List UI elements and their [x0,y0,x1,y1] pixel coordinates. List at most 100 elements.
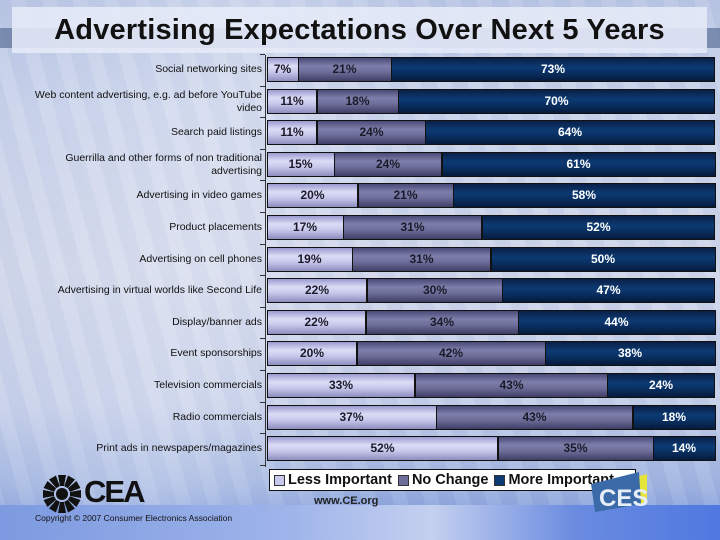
data-label: 42% [438,346,464,360]
bar-segment-more-important [633,405,716,430]
data-label: 64% [557,125,583,139]
y-axis-tick [260,180,265,181]
legend-item-no-change: No Change [397,472,489,488]
data-label: 14% [671,441,697,455]
category-label: Print ads in newspapers/magazines [96,442,262,454]
website-link[interactable]: www.CE.org [314,495,379,507]
category-label: Display/banner ads [172,316,262,328]
data-label: 17% [292,220,318,234]
bar-segment-no-change [436,405,633,430]
bar-segment-less-important [267,57,299,82]
bar-segment-no-change [352,247,491,272]
bar-segment-no-change [358,183,454,208]
data-label: 21% [332,62,357,76]
data-label: 7% [273,62,292,76]
data-label: 22% [304,283,330,297]
bar-segment-more-important [518,310,716,335]
data-label: 11% [280,94,304,108]
bar-segment-no-change [415,373,608,398]
bar-segment-no-change [334,152,442,177]
y-axis-tick [260,370,265,371]
category-label: Event sponsorships [170,347,262,359]
data-label: 47% [596,283,621,297]
data-label: 21% [393,188,418,202]
data-label: 73% [540,62,566,76]
category-label: Advertising in virtual worlds like Secon… [57,284,262,296]
data-label: 52% [370,441,395,455]
legend: Less Important No Change More Important [269,469,636,491]
bar-segment-more-important [491,247,716,272]
ces-logo-icon: CES [591,472,648,512]
bar-segment-less-important [267,183,358,208]
y-axis-tick [260,117,265,118]
y-axis-line [265,55,266,467]
y-axis-tick [260,307,265,308]
data-label: 24% [648,378,674,392]
bar-segment-less-important [267,341,357,366]
title-box [12,7,707,53]
ces-logo-text: CES [599,485,648,512]
data-label: 31% [409,252,434,266]
bar-segment-more-important [425,120,715,145]
bar-segment-no-change [343,215,482,240]
data-label: 33% [328,378,354,392]
bar-segment-less-important [267,120,317,145]
data-label: 20% [300,188,325,202]
data-label: 44% [604,315,629,329]
y-axis-tick [260,212,265,213]
legend-label: Less Important [288,472,392,488]
category-label: Web content advertising, e.g. ad before … [34,89,262,114]
bar-segment-more-important [653,436,716,461]
y-axis-tick [260,275,265,276]
bar-segment-more-important [453,183,716,208]
data-label: 20% [299,346,325,360]
y-axis-tick [260,338,265,339]
data-label: 43% [522,410,547,424]
data-label: 70% [544,94,569,108]
bar-segment-less-important [267,310,366,335]
category-label: Radio commercials [172,411,262,423]
category-label: Advertising in video games [136,189,262,201]
category-label: Advertising on cell phones [139,253,262,265]
legend-label: More Important [508,472,614,488]
data-label: 34% [429,315,455,329]
y-axis-tick [260,433,265,434]
data-label: 18% [661,410,687,424]
y-axis-tick [260,402,265,403]
bar-segment-more-important [442,152,716,177]
bar-segment-less-important [267,215,344,240]
data-label: 37% [339,410,364,424]
cea-logo-text: CEA [84,474,145,509]
data-label: 24% [375,157,401,171]
bar-segment-no-change [366,310,519,335]
cea-logo-icon [43,475,81,513]
legend-swatch-more-important [494,474,506,486]
data-label: 38% [617,346,643,360]
category-label: Product placements [169,221,262,233]
y-axis-tick [260,54,265,55]
bar-segment-less-important [267,436,498,461]
data-label: 18% [345,94,370,108]
chart-title: Advertising Expectations Over Next 5 Yea… [54,14,665,46]
bar-segment-no-change [317,120,426,145]
bar-segment-less-important [267,373,415,398]
bar-segment-more-important [545,341,716,366]
bar-segment-no-change [298,57,392,82]
bar-segment-no-change [367,278,503,303]
bar-segment-less-important [267,89,317,114]
data-label: 31% [400,220,425,234]
bar-segment-less-important [267,247,353,272]
legend-swatch-less-important [274,474,285,486]
legend-item-more-important: More Important [494,472,614,488]
copyright-text: Copyright © 2007 Consumer Electronics As… [35,513,233,523]
bar-segment-no-change [317,89,399,114]
legend-label: No Change [411,472,489,488]
bar-segment-more-important [398,89,715,114]
bar-segment-less-important [267,278,367,303]
data-label: 22% [304,315,329,329]
legend-item-less-important: Less Important [274,472,392,488]
bar-segment-more-important [391,57,715,82]
category-label: Search paid listings [170,126,262,138]
bar-segment-less-important [267,405,437,430]
